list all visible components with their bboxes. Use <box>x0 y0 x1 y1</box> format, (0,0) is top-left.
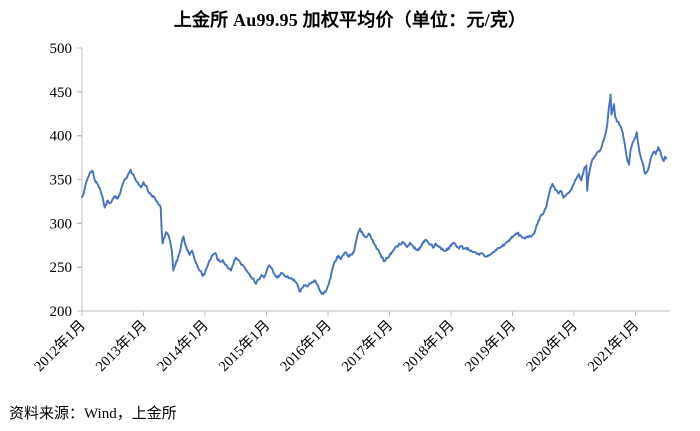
y-axis-tick-label: 250 <box>50 260 73 276</box>
y-axis-tick-label: 300 <box>50 216 73 232</box>
price-line-series <box>81 93 668 296</box>
x-axis-tick-label: 2013年1月 <box>92 317 150 375</box>
y-axis-tick-label: 200 <box>50 304 73 320</box>
x-axis-tick-label: 2015年1月 <box>215 317 273 375</box>
source-note: 资料来源：Wind，上金所 <box>9 406 177 422</box>
x-axis-tick-label: 2020年1月 <box>523 317 581 375</box>
x-axis-tick-label: 2019年1月 <box>461 317 519 375</box>
x-axis-tick-label: 2018年1月 <box>400 317 458 375</box>
y-axis-tick-label: 500 <box>50 41 73 57</box>
x-axis-tick-label: 2021年1月 <box>584 317 642 375</box>
x-axis-tick-label: 2017年1月 <box>338 317 396 375</box>
y-axis-tick-label: 450 <box>50 85 73 101</box>
y-axis-tick-label: 350 <box>50 173 73 189</box>
x-axis-tick-label: 2012年1月 <box>31 317 89 375</box>
y-axis-tick-label: 400 <box>50 129 73 145</box>
chart-title: 上金所 Au99.95 加权平均价（单位：元/克） <box>173 10 527 30</box>
x-axis-tick-label: 2016年1月 <box>277 317 335 375</box>
x-axis-tick-label: 2014年1月 <box>154 317 212 375</box>
